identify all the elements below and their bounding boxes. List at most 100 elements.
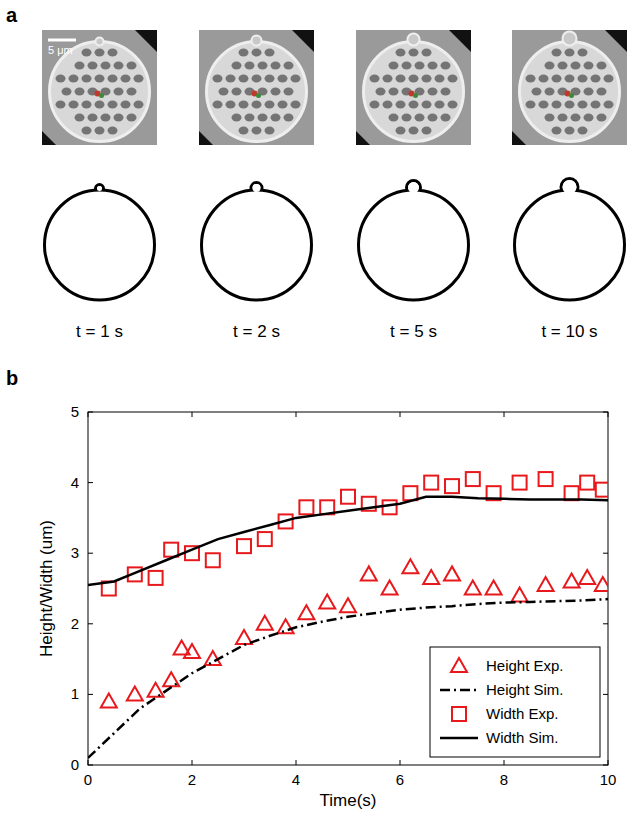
cell-texture — [422, 127, 432, 135]
frame-time: t = 1 s — [76, 322, 123, 341]
outline-cell — [359, 190, 469, 300]
image-corner — [512, 131, 526, 145]
cell-texture — [252, 75, 262, 83]
cell-texture — [435, 75, 445, 83]
cell-texture — [82, 49, 92, 57]
y-tick-label: 0 — [71, 756, 79, 773]
y-tick-label: 4 — [71, 474, 79, 491]
cell-texture — [389, 88, 399, 96]
data-point — [237, 539, 251, 553]
cell-texture — [558, 62, 568, 70]
cell-texture — [448, 75, 458, 83]
cell-texture — [565, 101, 575, 109]
y-tick-right — [603, 765, 608, 766]
cell-texture — [219, 88, 229, 96]
cell-texture — [127, 114, 137, 122]
cell-texture — [532, 88, 542, 96]
y-tick-right — [603, 694, 608, 695]
outline-cell — [515, 190, 625, 300]
scale-bar-label: 5 μm — [48, 44, 73, 56]
cell-texture — [552, 49, 562, 57]
scale-bar — [48, 39, 76, 42]
cell-texture — [95, 127, 105, 135]
cell-texture — [265, 49, 275, 57]
cell-texture — [101, 114, 111, 122]
cell-texture — [545, 114, 555, 122]
cell-texture — [127, 62, 137, 70]
cell-texture — [232, 62, 242, 70]
cell-texture — [88, 114, 98, 122]
plot-frame — [88, 412, 608, 765]
cell-texture — [213, 75, 223, 83]
cell-texture — [75, 88, 85, 96]
cell — [207, 42, 307, 142]
cell-texture — [448, 101, 458, 109]
data-point — [127, 686, 143, 700]
cell-texture — [389, 114, 399, 122]
legend-swatch — [440, 737, 478, 740]
outline-bleb-fill — [408, 182, 419, 193]
x-tick-top — [192, 412, 193, 417]
cell-texture — [271, 88, 281, 96]
data-point — [579, 570, 595, 584]
cell-texture — [415, 62, 425, 70]
cell-texture — [565, 49, 575, 57]
outline-bleb-fill — [97, 186, 102, 191]
cell-texture — [114, 88, 124, 96]
data-point — [445, 479, 459, 493]
y-tick-label: 1 — [71, 685, 79, 702]
image-background — [356, 30, 471, 145]
image-corner — [199, 131, 213, 145]
cell-texture — [422, 101, 432, 109]
legend-swatch — [452, 707, 466, 721]
cell-texture — [134, 101, 144, 109]
x-tick — [400, 760, 401, 765]
data-point — [538, 577, 554, 591]
cell-texture — [571, 114, 581, 122]
x-tick-top — [400, 412, 401, 417]
cell-texture — [265, 75, 275, 83]
cell-texture — [69, 75, 79, 83]
cell-texture — [428, 114, 438, 122]
cell-texture — [545, 88, 555, 96]
cell-texture — [291, 101, 301, 109]
data-point — [423, 570, 439, 584]
cell-texture — [232, 88, 242, 96]
cell-texture — [552, 101, 562, 109]
data-point — [258, 532, 272, 546]
cell-texture — [376, 88, 386, 96]
micrograph — [42, 30, 157, 145]
y-tick — [88, 765, 93, 766]
cell-texture — [578, 75, 588, 83]
outline-cell — [202, 190, 312, 300]
data-point — [424, 476, 438, 490]
data-point — [299, 500, 313, 514]
marker-dot — [569, 93, 574, 98]
cell-texture — [284, 62, 294, 70]
cell-texture — [56, 75, 66, 83]
image-corner — [356, 131, 370, 145]
data-point — [184, 644, 200, 658]
bleb — [252, 36, 262, 46]
cell-texture — [239, 49, 249, 57]
x-tick-label: 2 — [188, 771, 196, 788]
frame-time: t = 10 s — [541, 322, 597, 341]
cell-texture — [114, 114, 124, 122]
cell-texture — [82, 101, 92, 109]
cell-texture — [232, 114, 242, 122]
data-point — [565, 486, 579, 500]
cell-texture — [291, 75, 301, 83]
outline-bleb-fill — [563, 180, 577, 194]
marker-dot — [256, 93, 261, 98]
cell-texture — [95, 75, 105, 83]
cell-texture — [441, 88, 451, 96]
image-background — [42, 30, 157, 145]
legend-label: Height Sim. — [486, 681, 564, 698]
cell-texture — [134, 75, 144, 83]
y-tick-right — [603, 623, 608, 624]
outline-bleb-fill — [253, 184, 261, 192]
data-point — [164, 543, 178, 557]
x-tick — [608, 760, 609, 765]
cell-texture — [409, 127, 419, 135]
data-point — [486, 581, 502, 595]
